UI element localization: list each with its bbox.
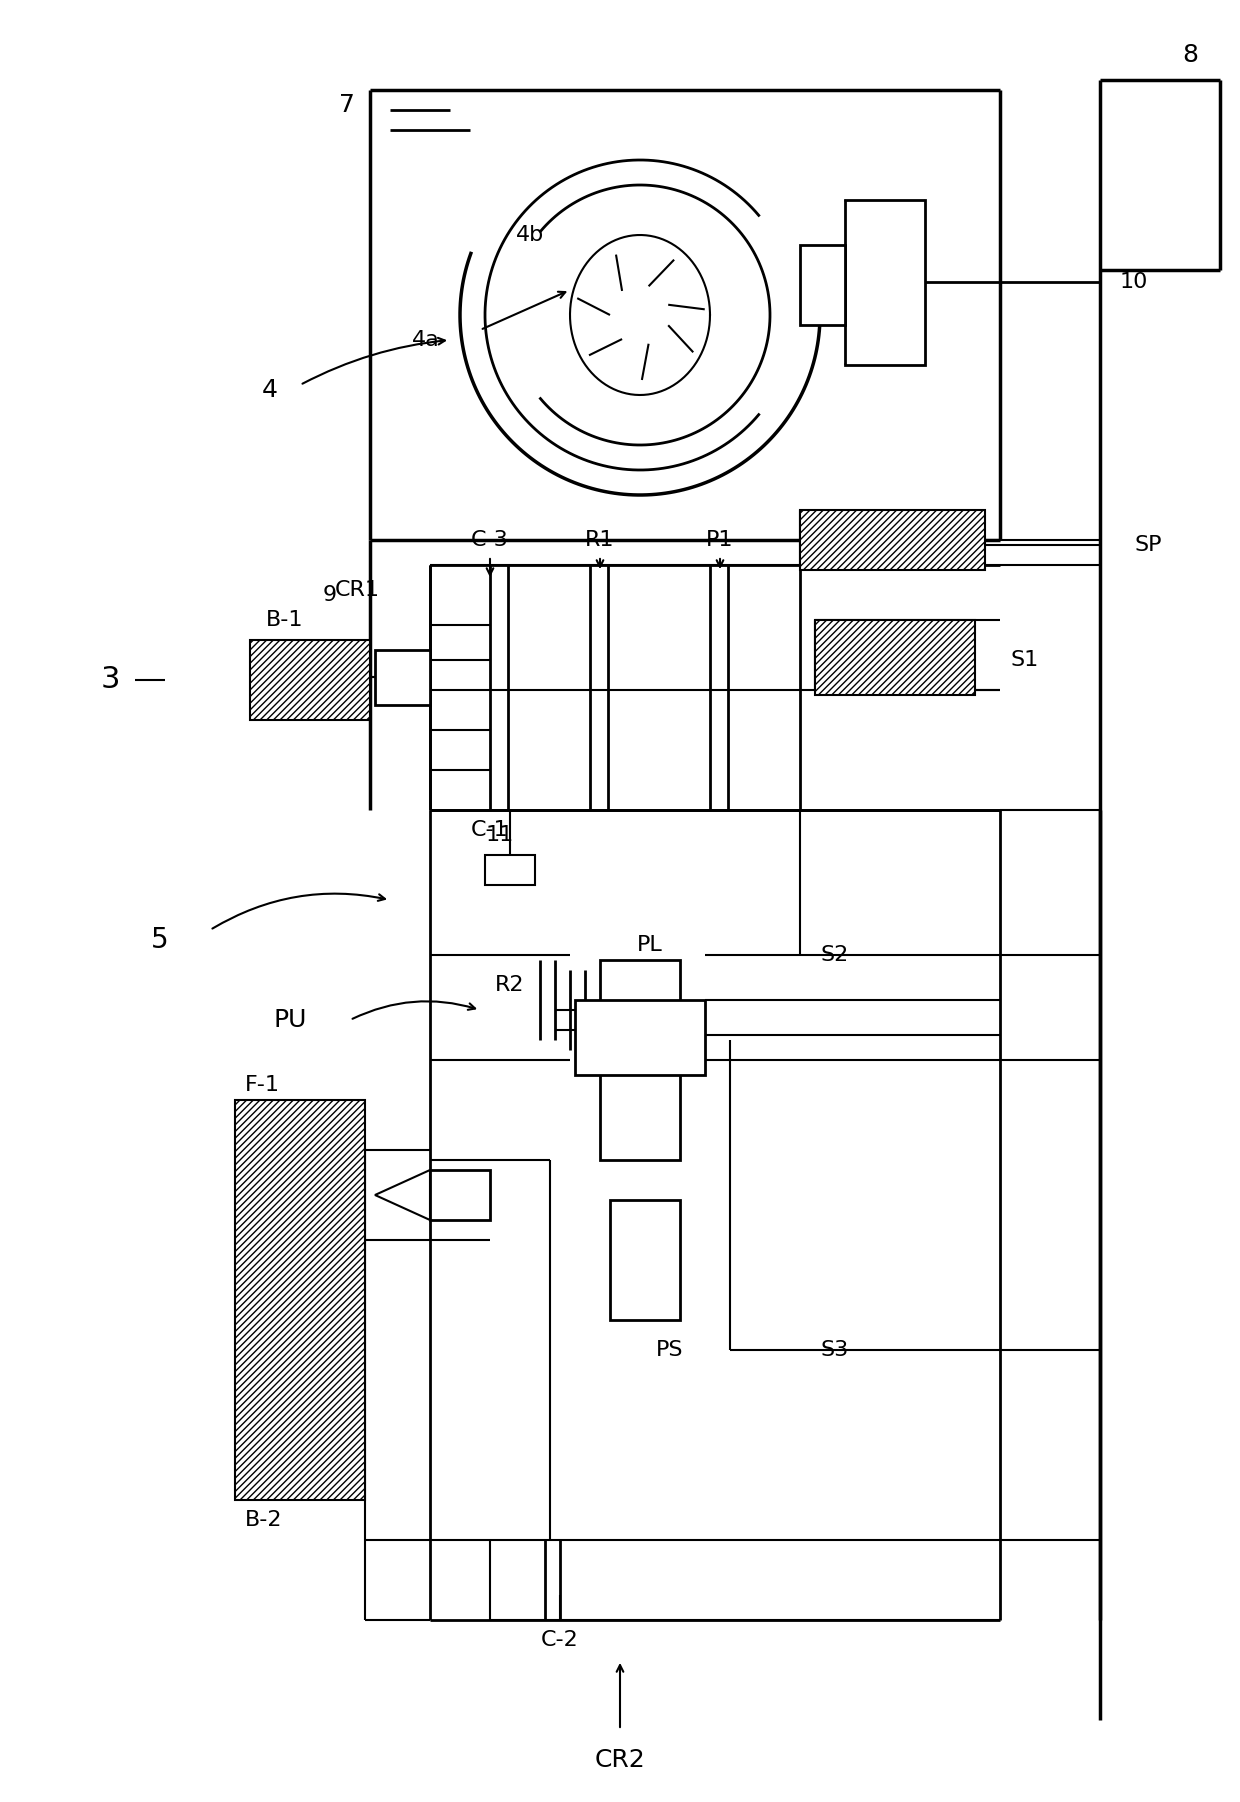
Bar <box>800 245 844 324</box>
Text: PU: PU <box>273 1007 306 1033</box>
Bar <box>374 651 430 705</box>
Bar <box>236 1099 365 1499</box>
Text: CR2: CR2 <box>595 1748 645 1771</box>
Text: 3: 3 <box>100 665 120 694</box>
Bar <box>610 1200 680 1321</box>
Text: 4b: 4b <box>516 225 544 245</box>
Bar <box>844 200 925 366</box>
Text: 4: 4 <box>262 378 278 402</box>
Text: PL: PL <box>637 935 663 955</box>
Text: PS: PS <box>656 1341 683 1361</box>
Text: SP: SP <box>1135 535 1163 555</box>
Text: 5: 5 <box>151 926 169 953</box>
Text: B-2: B-2 <box>246 1510 283 1530</box>
Text: S2: S2 <box>820 944 848 966</box>
Text: 10: 10 <box>1120 272 1148 292</box>
Bar <box>800 510 985 569</box>
Text: CR1: CR1 <box>335 580 379 600</box>
Text: C-3: C-3 <box>471 530 508 550</box>
Bar <box>485 854 534 885</box>
Bar <box>250 640 370 721</box>
Text: 9: 9 <box>322 586 337 605</box>
Text: R2: R2 <box>495 975 525 995</box>
Bar <box>600 960 680 1160</box>
Text: 4a: 4a <box>412 330 440 350</box>
Text: R1: R1 <box>585 530 615 550</box>
Text: F-1: F-1 <box>246 1076 280 1096</box>
Text: P1: P1 <box>707 530 734 550</box>
Text: C-2: C-2 <box>541 1631 579 1651</box>
Text: B-1: B-1 <box>267 611 304 631</box>
Text: S3: S3 <box>820 1341 848 1361</box>
Text: S1: S1 <box>1011 651 1038 670</box>
Bar <box>575 1000 706 1076</box>
Text: 7: 7 <box>339 94 355 117</box>
Text: 11: 11 <box>486 825 515 845</box>
Text: C-1: C-1 <box>471 820 508 840</box>
Bar <box>430 1169 490 1220</box>
Text: 8: 8 <box>1182 43 1198 67</box>
Bar <box>815 620 975 696</box>
